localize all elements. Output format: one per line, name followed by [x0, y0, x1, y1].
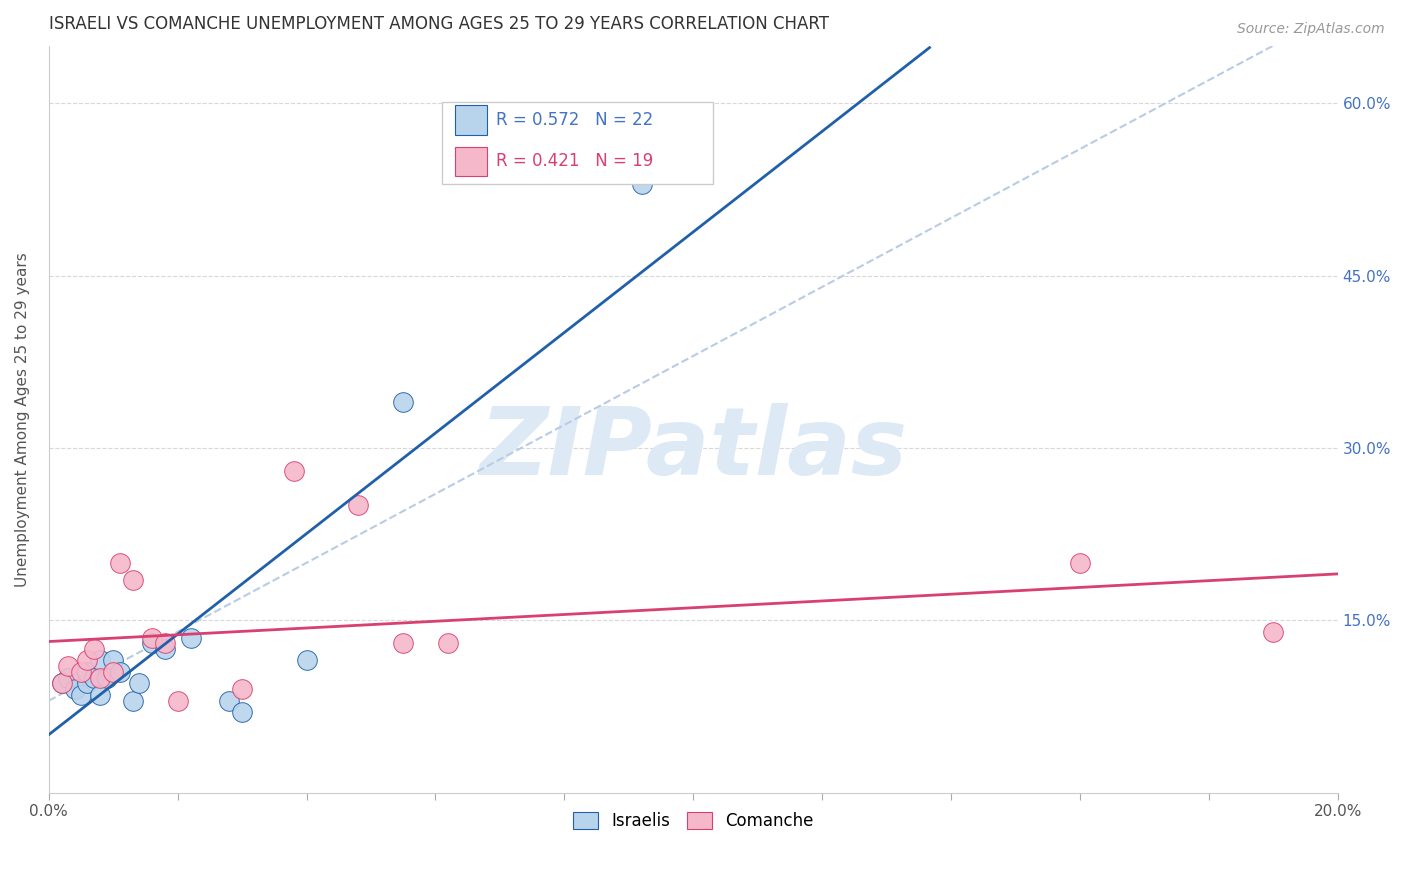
FancyBboxPatch shape [454, 105, 486, 136]
Point [437, 636, 460, 650]
Point [89, 653, 111, 667]
Text: ISRAELI VS COMANCHE UNEMPLOYMENT AMONG AGES 25 TO 29 YEARS CORRELATION CHART: ISRAELI VS COMANCHE UNEMPLOYMENT AMONG A… [49, 15, 828, 33]
Point [128, 676, 150, 690]
Text: R = 0.572   N = 22: R = 0.572 N = 22 [496, 112, 654, 129]
Text: R = 0.421   N = 19: R = 0.421 N = 19 [496, 153, 654, 170]
Point [76, 676, 98, 690]
Point [392, 395, 415, 409]
Point [56, 671, 79, 685]
Point [121, 573, 143, 587]
Point [103, 653, 125, 667]
Point [630, 177, 652, 191]
Point [70, 665, 93, 679]
Point [83, 642, 105, 657]
Point [141, 631, 163, 645]
Text: Source: ZipAtlas.com: Source: ZipAtlas.com [1237, 22, 1385, 37]
Point [89, 688, 111, 702]
Point [51, 676, 73, 690]
Point [51, 676, 73, 690]
Point [76, 665, 98, 679]
Point [70, 688, 93, 702]
FancyBboxPatch shape [441, 102, 713, 184]
Y-axis label: Unemployment Among Ages 25 to 29 years: Unemployment Among Ages 25 to 29 years [15, 252, 30, 587]
Point [63, 682, 86, 697]
Text: ZIPatlas: ZIPatlas [479, 403, 907, 495]
FancyBboxPatch shape [454, 146, 486, 177]
Point [121, 694, 143, 708]
Point [103, 665, 125, 679]
Point [56, 659, 79, 673]
Point [392, 636, 415, 650]
Point [231, 682, 253, 697]
Point [180, 631, 202, 645]
Point [295, 653, 318, 667]
Legend: Israelis, Comanche: Israelis, Comanche [567, 805, 820, 837]
Point [76, 653, 98, 667]
Point [1069, 556, 1091, 570]
Point [347, 499, 370, 513]
Point [141, 636, 163, 650]
Point [89, 671, 111, 685]
Point [153, 642, 176, 657]
Point [96, 671, 118, 685]
Point [83, 671, 105, 685]
Point [1263, 624, 1285, 639]
Point [283, 464, 305, 478]
Point [153, 636, 176, 650]
Point [108, 665, 131, 679]
Point [108, 556, 131, 570]
Point [166, 694, 188, 708]
Point [231, 705, 253, 719]
Point [218, 694, 240, 708]
